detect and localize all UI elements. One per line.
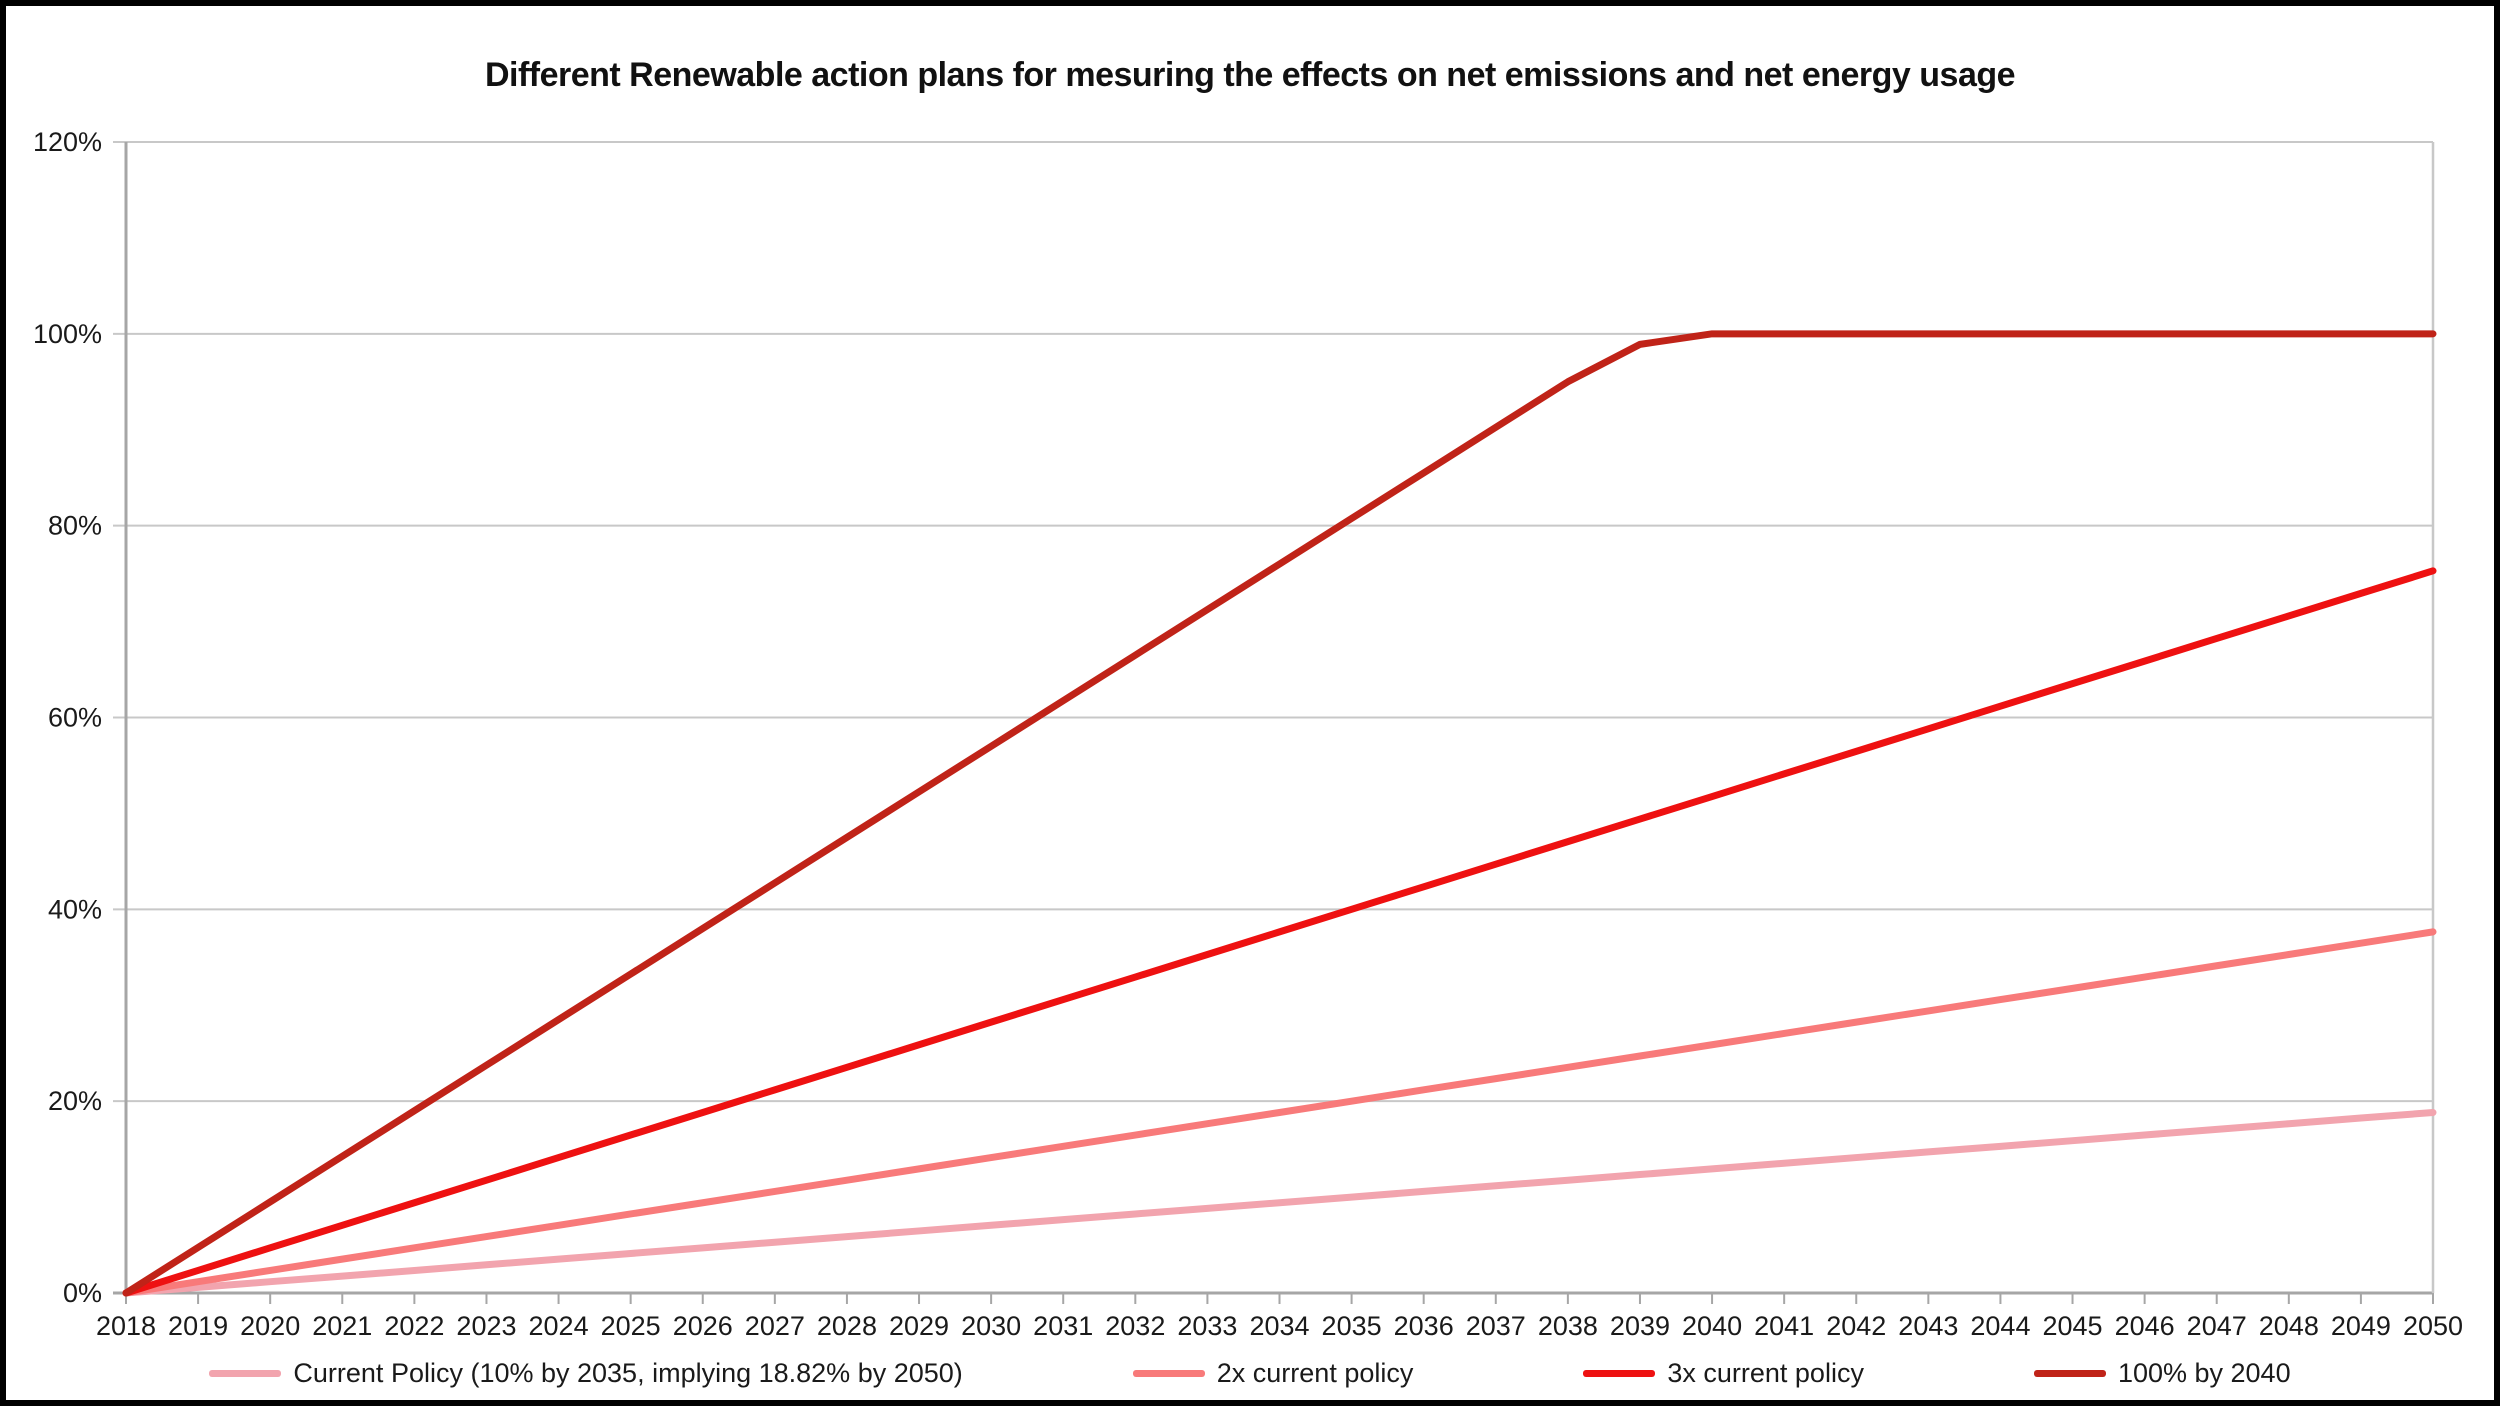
x-tick-label: 2026 (673, 1311, 733, 1341)
x-tick-label: 2022 (384, 1311, 444, 1341)
legend-label: Current Policy (10% by 2035, implying 18… (293, 1358, 963, 1388)
x-tick-label: 2028 (817, 1311, 877, 1341)
x-tick-label: 2048 (2259, 1311, 2319, 1341)
x-tick-label: 2047 (2187, 1311, 2247, 1341)
chart-legend: Current Policy (10% by 2035, implying 18… (6, 1358, 2494, 1389)
x-tick-label: 2036 (1394, 1311, 1454, 1341)
x-tick-label: 2024 (529, 1311, 589, 1341)
y-tick-label: 0% (63, 1278, 102, 1308)
x-tick-label: 2019 (168, 1311, 228, 1341)
x-tick-label: 2032 (1105, 1311, 1165, 1341)
x-tick-label: 2039 (1610, 1311, 1670, 1341)
legend-swatch (1583, 1370, 1656, 1377)
x-tick-label: 2029 (889, 1311, 949, 1341)
y-tick-label: 120% (33, 127, 102, 157)
legend-swatch (209, 1370, 282, 1377)
x-tick-label: 2030 (961, 1311, 1021, 1341)
series-line-3x-current-policy (122, 567, 2437, 1297)
legend-label: 100% by 2040 (2117, 1358, 2291, 1388)
series-line-2x-current-policy (122, 928, 2437, 1297)
legend-label: 2x current policy (1216, 1358, 1414, 1388)
x-tick-label: 2033 (1177, 1311, 1237, 1341)
series-line-100-by-2040 (122, 330, 2437, 1297)
y-tick-label: 40% (48, 894, 102, 924)
legend-item: Current Policy (10% by 2035, implying 18… (209, 1358, 963, 1389)
x-tick-label: 2038 (1538, 1311, 1598, 1341)
legend-swatch (1132, 1370, 1205, 1377)
legend-item: 3x current policy (1583, 1358, 1864, 1389)
line-chart-canvas: 0% 20% 40% 60% 80% 100% 120% 2018 2019 2020 2021 20… (33, 127, 2463, 1341)
x-tick-label: 2023 (456, 1311, 516, 1341)
x-tick-label: 2021 (312, 1311, 372, 1341)
x-tick-label: 2035 (1322, 1311, 1382, 1341)
x-tick-label: 2043 (1898, 1311, 1958, 1341)
x-tick-label: 2040 (1682, 1311, 1742, 1341)
series-line-current-policy-10-by-2035-implying-18-82-by-2050 (122, 1108, 2437, 1297)
x-tick-label: 2025 (601, 1311, 661, 1341)
y-tick-label: 100% (33, 319, 102, 349)
chart-title: Different Renewable action plans for mes… (484, 56, 2016, 94)
legend-swatch (2033, 1370, 2106, 1377)
y-tick-label: 20% (48, 1086, 102, 1116)
x-tick-label: 2045 (2042, 1311, 2102, 1341)
y-tick-label: 80% (48, 511, 102, 541)
legend-item: 100% by 2040 (2033, 1358, 2291, 1389)
x-tick-label: 2031 (1033, 1311, 1093, 1341)
x-tick-label: 2042 (1826, 1311, 1886, 1341)
legend-label: 3x current policy (1667, 1358, 1864, 1388)
legend-item: 2x current policy (1132, 1358, 1414, 1389)
x-tick-label: 2046 (2115, 1311, 2175, 1341)
x-tick-label: 2041 (1754, 1311, 1814, 1341)
x-tick-label: 2027 (745, 1311, 805, 1341)
x-tick-label: 2037 (1466, 1311, 1526, 1341)
x-tick-label: 2034 (1249, 1311, 1309, 1341)
x-tick-label: 2018 (96, 1311, 156, 1341)
x-tick-label: 2020 (240, 1311, 300, 1341)
y-tick-label: 60% (48, 703, 102, 733)
x-tick-label: 2050 (2403, 1311, 2463, 1341)
x-tick-label: 2049 (2331, 1311, 2391, 1341)
x-tick-label: 2044 (1970, 1311, 2030, 1341)
